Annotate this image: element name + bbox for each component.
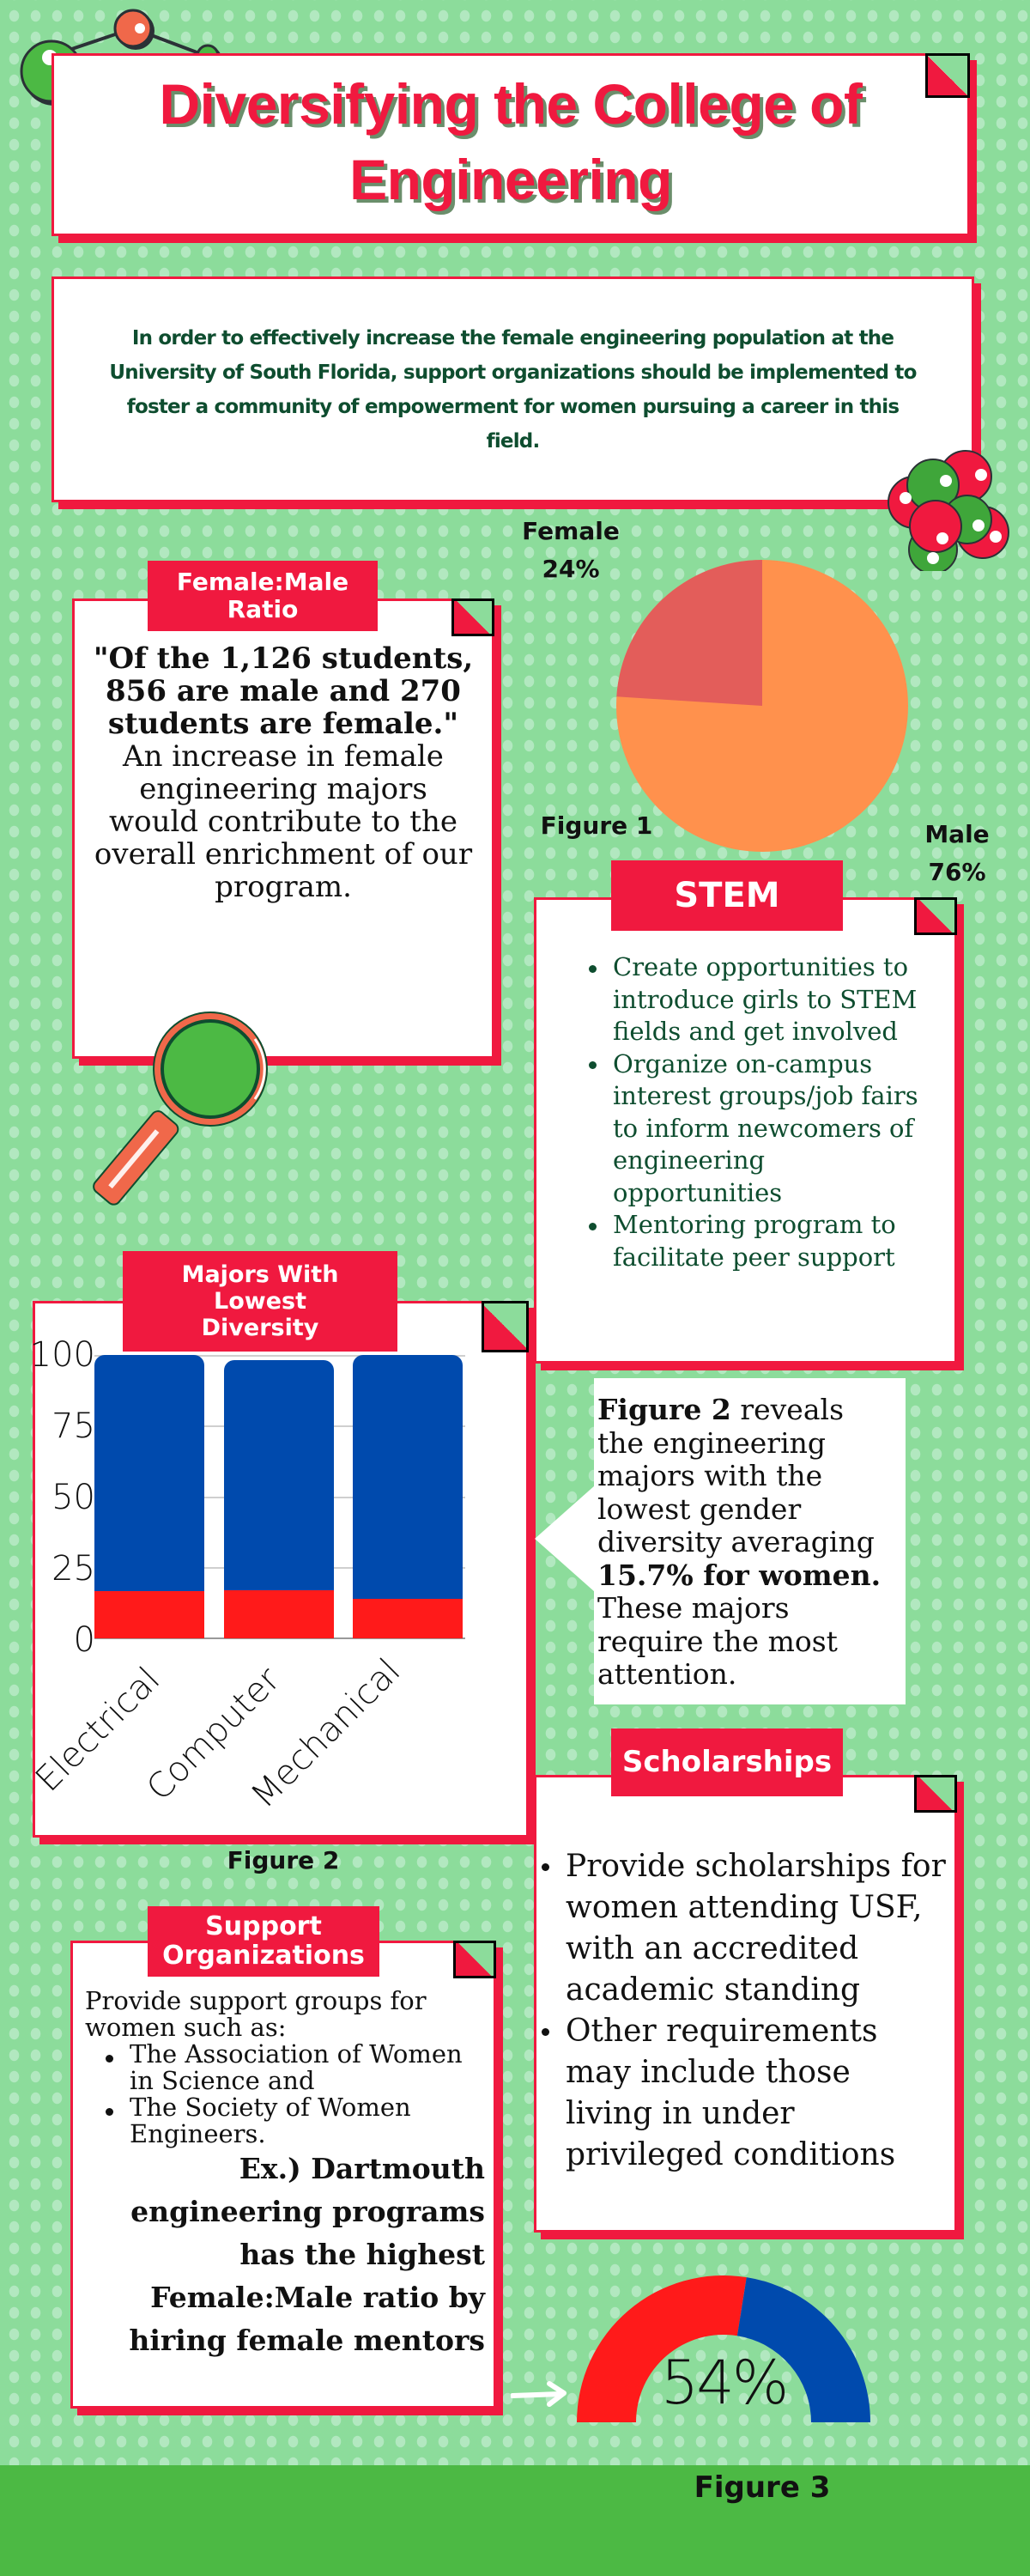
figure-3-caption: Figure 3 (694, 2470, 831, 2505)
magnifying-glass-icon (93, 1012, 268, 1206)
stem-list: Create opportunities to introduce girls … (584, 951, 933, 1273)
footer-band (0, 2465, 1030, 2576)
gauge-segment-female (577, 2275, 747, 2422)
stem-item: Mentoring program to facilitate peer sup… (584, 1209, 933, 1273)
pie-female-label: Female 24% (522, 517, 620, 583)
stem-item: Organize on-campus interest groups/job f… (584, 1048, 933, 1210)
scholarships-card: Provide scholarships for women attending… (534, 1775, 957, 2233)
support-intro: Provide support groups for women such as… (85, 1986, 427, 2042)
gauge-segment-male (736, 2277, 870, 2422)
callout-bold-1: Figure 2 (597, 1393, 731, 1426)
pie-chart-gender (616, 560, 908, 852)
majors-chart-header: Majors With Lowest Diversity (123, 1251, 397, 1352)
page-title: Diversifying the College of Engineering (54, 56, 967, 217)
title-card: Diversifying the College of Engineering (52, 53, 970, 236)
y-tick: 25 (52, 1549, 95, 1589)
scholarship-item: Provide scholarships for women attending… (536, 1846, 946, 2011)
y-tick: 75 (52, 1406, 95, 1446)
support-card-header: Support Organizations (148, 1906, 379, 1977)
title-line-2: Engineering (349, 148, 672, 211)
scholarships-list: Provide scholarships for women attending… (536, 1846, 946, 2176)
scholarships-card-header: Scholarships (611, 1728, 843, 1796)
gauge-chart (577, 2275, 870, 2422)
support-card: Provide support groups for women such as… (70, 1941, 496, 2409)
atom-cluster-icon (888, 450, 1009, 571)
y-tick: 100 (29, 1335, 95, 1375)
support-item: The Society of Women Engineers. (100, 2094, 485, 2148)
title-line-1: Diversifying the College of (159, 72, 863, 136)
ratio-quote: "Of the 1,126 students, 856 are male and… (93, 641, 474, 741)
pie-male-label: Male 76% (924, 820, 990, 886)
support-item: The Association of Women in Science and (100, 2041, 485, 2094)
arrow-right-icon (511, 2381, 566, 2407)
figure-1-caption: Figure 1 (540, 811, 653, 840)
bar-mechanical (353, 1355, 463, 1638)
intro-card: In order to effectively increase the fem… (52, 276, 974, 502)
pie-slice-female (616, 560, 762, 706)
ratio-card: "Of the 1,126 students, 856 are male and… (72, 598, 494, 1059)
bar-computer (224, 1355, 334, 1638)
scholarship-item: Other requirements may include those liv… (536, 2011, 946, 2176)
intro-text: In order to effectively increase the fem… (109, 326, 917, 453)
y-tick: 0 (73, 1620, 95, 1660)
callout-pointer (535, 1485, 595, 1592)
ratio-body: An increase in female engineering majors… (94, 739, 473, 904)
support-list: The Association of Women in Science and … (85, 2041, 485, 2148)
bar-plot-area (94, 1355, 465, 1639)
ratio-card-header: Female:Male Ratio (148, 561, 378, 631)
y-tick: 50 (52, 1478, 95, 1517)
gauge-value: 54% (660, 2348, 790, 2418)
callout-bold-2: 15.7% for women. (597, 1558, 882, 1592)
figure-2-caption: Figure 2 (227, 1846, 340, 1874)
stem-card-header: STEM (611, 860, 843, 931)
bar-electrical (94, 1355, 204, 1638)
figure-2-callout: Figure 2 reveals the engineering majors … (594, 1378, 906, 1704)
support-example: Ex.) Dartmouth engineering programs has … (129, 2152, 485, 2357)
stem-item: Create opportunities to introduce girls … (584, 951, 933, 1048)
stem-card: Create opportunities to introduce girls … (534, 897, 957, 1364)
majors-chart-card: 100 75 50 25 0 Electrical Computer Mecha… (28, 1301, 529, 1838)
